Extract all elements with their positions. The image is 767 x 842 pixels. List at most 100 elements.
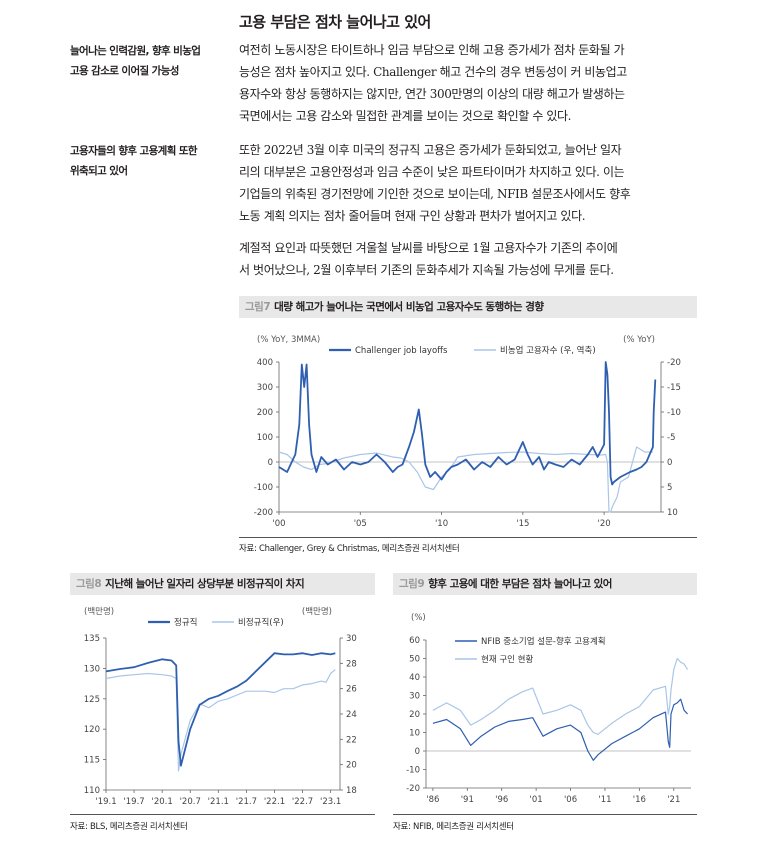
paragraph-line: 국면에서는 고용 감소와 밀접한 관계를 보이는 것으로 확인할 수 있다. <box>239 109 572 123</box>
x-tick-label: '22.1 <box>264 797 285 807</box>
side-note-2: 고용자들의 향후 고용계획 또한 위축되고 있어 <box>70 141 230 181</box>
figure-7-number: 그림7 <box>245 301 271 313</box>
legend-label: 현재 구인 현황 <box>481 654 534 665</box>
right-tick-label: 26 <box>346 685 357 695</box>
x-tick-label: '15 <box>516 519 529 529</box>
x-tick-label: '22.7 <box>292 797 313 807</box>
left-tick-label: -20 <box>406 784 420 794</box>
figure-9-rule <box>393 814 697 815</box>
figure-8-rule <box>70 814 375 815</box>
x-tick-label: '19.7 <box>123 797 144 807</box>
figure-9-number: 그림9 <box>399 578 425 590</box>
x-tick-label: '19.1 <box>95 797 116 807</box>
x-tick-label: '11 <box>598 795 611 805</box>
figure-9-header: 그림9 향후 고용에 대한 부담은 점차 늘어나고 있어 <box>393 573 697 595</box>
left-tick-label: 200 <box>257 408 273 418</box>
x-tick-label: '20.7 <box>180 797 201 807</box>
right-tick-label: 28 <box>346 659 357 669</box>
x-tick-label: '06 <box>564 795 577 805</box>
x-tick-label: '00 <box>272 519 285 529</box>
x-tick-label: '21 <box>667 795 680 805</box>
left-tick-label: 100 <box>257 433 273 443</box>
x-tick-label: '91 <box>461 795 474 805</box>
left-tick-label: 125 <box>84 695 100 705</box>
side-note-line: 고용자들의 향후 고용계획 또한 <box>70 145 198 157</box>
x-tick-label: '96 <box>495 795 508 805</box>
right-tick-label: 24 <box>346 710 357 720</box>
right-tick-label: 18 <box>346 786 357 796</box>
figure-7-source: 자료: Challenger, Grey & Christmas, 메리츠증권 … <box>239 544 460 554</box>
series-line-2 <box>105 669 336 772</box>
paragraph-line: 또한 2022년 3월 이후 미국의 정규직 고용은 증가세가 둔화되었고, 늘… <box>239 143 622 157</box>
left-tick-label: -10 <box>406 766 420 776</box>
legend-label: Challenger job layoffs <box>355 346 448 356</box>
side-note-1: 늘어나는 인력감원, 향후 비농업 고용 감소로 이어질 가능성 <box>70 41 230 81</box>
paragraph-line: 서 벗어났으나, 2월 이후부터 기존의 둔화추세가 지속될 가능성에 무게를 … <box>239 263 614 277</box>
x-tick-label: '01 <box>530 795 543 805</box>
figure-8-title: 지난해 늘어난 일자리 상당부분 비정규직이 차지 <box>105 578 305 590</box>
figure-8-chart: (백만명) (백만명) 135 130 125 120 115 110 30 28 26 24 22 20… <box>84 606 357 807</box>
left-tick-label: 400 <box>257 358 273 368</box>
paragraph-3: 계절적 요인과 따뜻했던 겨울철 날씨를 바탕으로 1월 고용자수가 기존의 추… <box>239 237 699 281</box>
right-tick-label: 5 <box>667 483 672 493</box>
left-tick-label: -200 <box>254 508 273 518</box>
figure-8-number: 그림8 <box>76 578 102 590</box>
x-tick-label: '10 <box>435 519 448 529</box>
paragraph-1: 여전히 노동시장은 타이트하나 임금 부담으로 인해 고용 증가세가 점차 둔화… <box>239 39 699 127</box>
right-tick-label: -20 <box>667 358 681 368</box>
right-tick-label: -5 <box>667 433 675 443</box>
x-tick-label: '20.1 <box>152 797 173 807</box>
paragraph-line: 여전히 노동시장은 타이트하나 임금 부담으로 인해 고용 증가세가 점차 둔화… <box>239 43 625 57</box>
paragraph-2: 또한 2022년 3월 이후 미국의 정규직 고용은 증가세가 둔화되었고, 늘… <box>239 139 699 227</box>
legend-label: NFIB 중소기업 설문-향후 고용계획 <box>481 636 606 647</box>
left-tick-label: 20 <box>409 710 420 720</box>
figure-9-chart: (%) 60 50 40 30 20 10 0 -10 -20 '86 '91 '96 '01 '06 '11… <box>406 613 691 805</box>
left-tick-label: 30 <box>409 692 420 702</box>
left-tick-label: 0 <box>268 458 273 468</box>
legend-label: 정규직 <box>174 617 197 628</box>
paragraph-line: 리의 대부분은 고용안정성과 임금 수준이 낮은 파트타이머가 차지하고 있다.… <box>239 165 625 179</box>
left-tick-label: 60 <box>409 636 420 646</box>
left-axis-unit: (% YoY, 3MMA) <box>257 335 320 345</box>
figure-9-source: 자료: NFIB, 메리츠증권 리서치센터 <box>393 822 514 832</box>
left-tick-label: 0 <box>415 747 420 757</box>
figure-9-title: 향후 고용에 대한 부담은 점차 늘어나고 있어 <box>428 578 612 590</box>
left-tick-label: 300 <box>257 383 273 393</box>
figure-7-title: 대량 해고가 늘어나는 국면에서 비농업 고용자수도 동행하는 경향 <box>274 301 544 313</box>
right-axis-unit: (백만명) <box>302 606 332 617</box>
figure-7-header: 그림7 대량 해고가 늘어나는 국면에서 비농업 고용자수도 동행하는 경향 <box>239 296 697 318</box>
x-tick-label: '20 <box>598 519 611 529</box>
left-tick-label: 115 <box>84 756 100 766</box>
right-tick-label: 10 <box>667 508 678 518</box>
right-tick-label: 22 <box>346 735 357 745</box>
paragraph-line: 계절적 요인과 따뜻했던 겨울철 날씨를 바탕으로 1월 고용자수가 기존의 추… <box>239 241 618 255</box>
left-axis-unit: (%) <box>411 613 426 623</box>
figure-7-rule <box>239 537 697 538</box>
x-tick-label: '05 <box>354 519 367 529</box>
side-note-line: 고용 감소로 이어질 가능성 <box>70 65 179 77</box>
right-tick-label: -10 <box>667 408 681 418</box>
left-tick-label: -100 <box>254 483 273 493</box>
left-tick-label: 40 <box>409 673 420 683</box>
right-tick-label: 0 <box>667 458 672 468</box>
right-tick-label: 30 <box>346 634 357 644</box>
figure-8-source: 자료: BLS, 메리츠증권 리서치센터 <box>70 822 188 832</box>
series-line-1 <box>432 698 689 761</box>
left-tick-label: 120 <box>84 725 100 735</box>
series-line-1 <box>278 361 657 486</box>
side-note-line: 늘어나는 인력감원, 향후 비농업 <box>70 45 201 57</box>
legend-label: 비농업 고용자수 (우, 역축) <box>500 345 596 356</box>
x-tick-label: '21.1 <box>208 797 229 807</box>
x-tick-label: '86 <box>426 795 439 805</box>
right-tick-label: -15 <box>667 383 681 393</box>
left-tick-label: 135 <box>84 634 100 644</box>
left-tick-label: 130 <box>84 664 100 674</box>
left-tick-label: 50 <box>409 655 420 665</box>
paragraph-line: 노동 계획 의지는 점차 줄어들며 현재 구인 상황과 편차가 벌어지고 있다. <box>239 209 586 223</box>
left-tick-label: 110 <box>84 786 100 796</box>
x-tick-label: '21.7 <box>236 797 257 807</box>
right-axis-unit: (% YoY) <box>623 335 655 345</box>
x-tick-label: '16 <box>633 795 646 805</box>
legend-label: 비정규직(우) <box>238 617 284 628</box>
series-line-2 <box>432 657 689 735</box>
